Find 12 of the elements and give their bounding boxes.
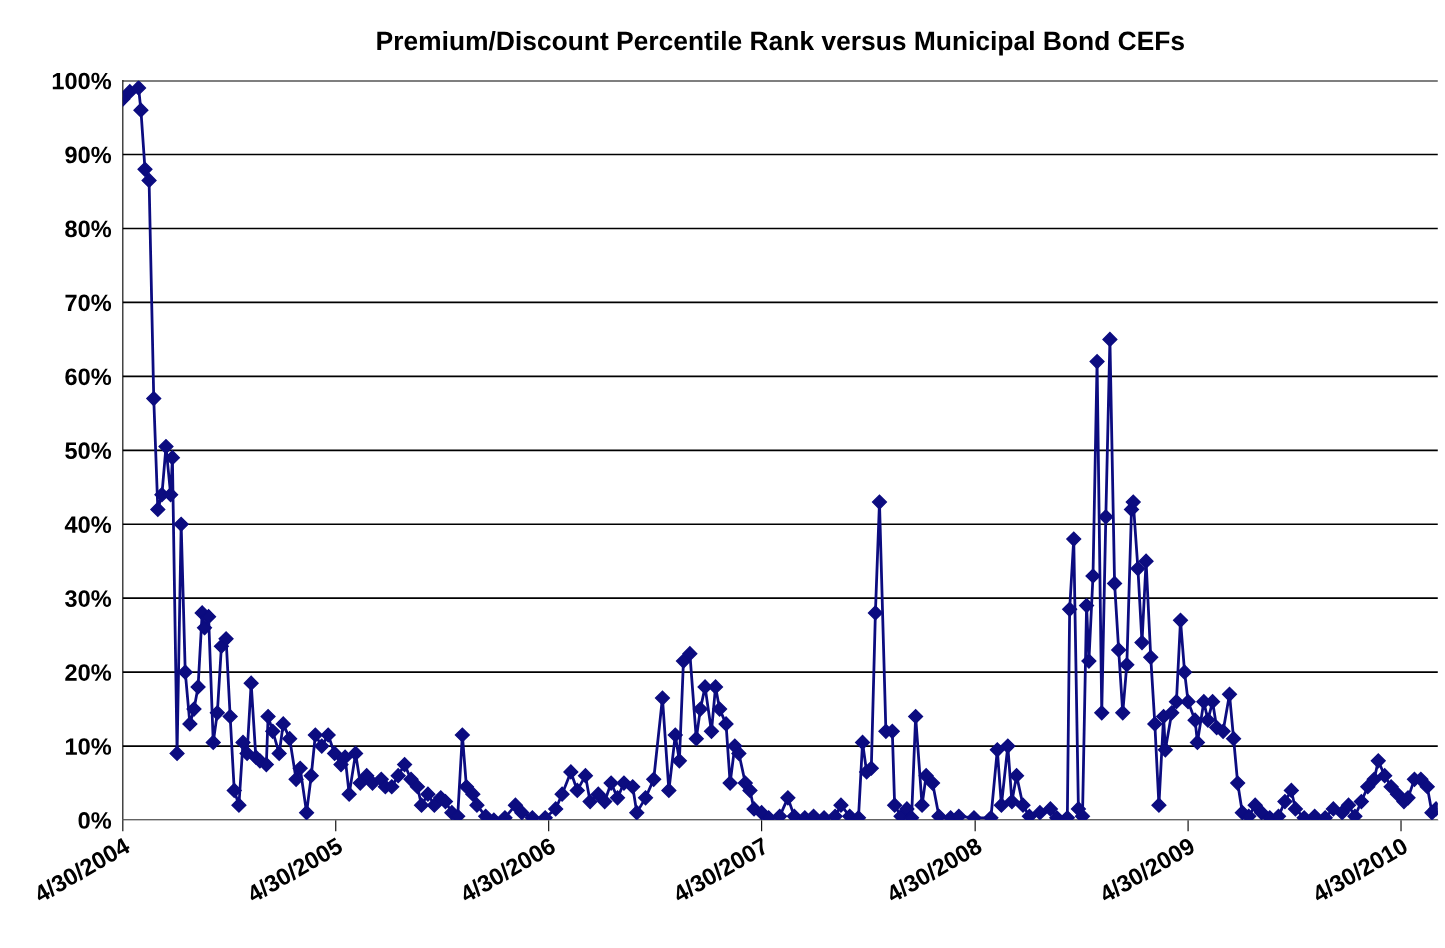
y-tick-label: 90% [65, 146, 112, 164]
y-tick-label: 30% [65, 590, 112, 608]
y-tick-label: 50% [65, 442, 112, 460]
y-tick-label: 80% [65, 220, 112, 238]
y-tick-label: 0% [78, 812, 112, 829]
y-tick-label: 100% [52, 72, 112, 90]
y-tick-label: 60% [65, 368, 112, 386]
y-tick-label: 70% [65, 294, 112, 312]
y-tick-label: 10% [65, 738, 112, 755]
y-tick-label: 20% [65, 664, 112, 681]
chart-title: Premium/Discount Percentile Rank versus Municipal Bond CEFs [377, 30, 1184, 56]
y-tick-label: 40% [64, 516, 112, 534]
